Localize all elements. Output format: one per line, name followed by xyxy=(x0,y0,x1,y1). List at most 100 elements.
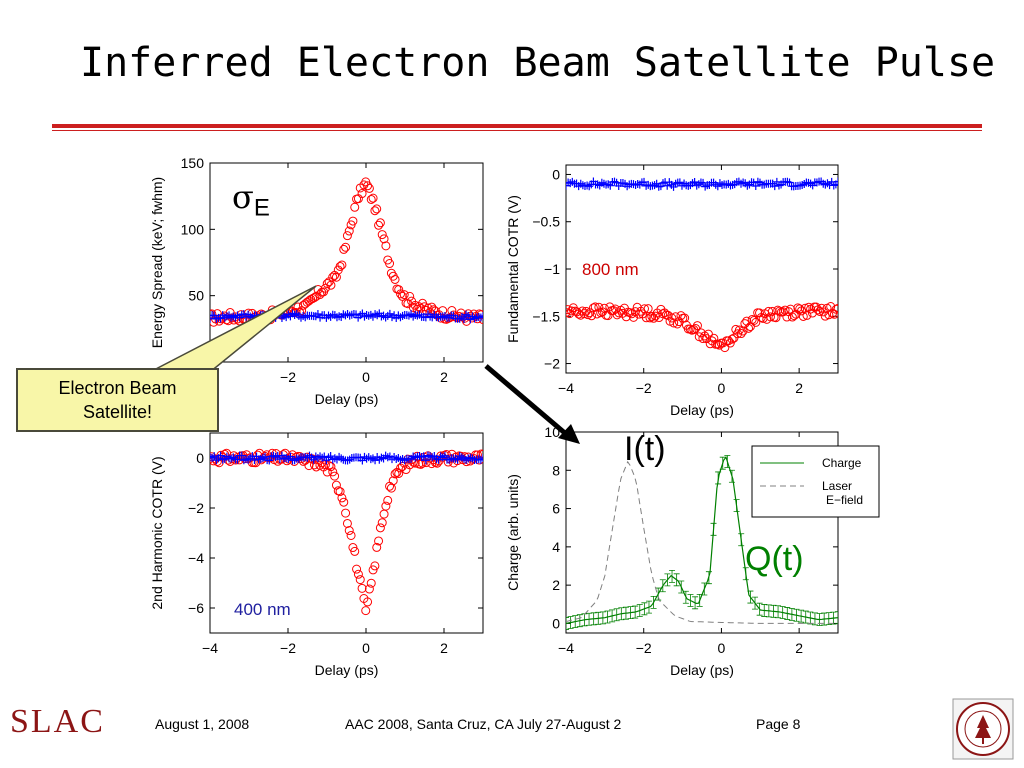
arrow-head xyxy=(558,424,580,444)
data-point-circle xyxy=(800,303,810,313)
y-tick-label: −1 xyxy=(544,261,560,277)
error-bar xyxy=(807,611,814,625)
error-bar xyxy=(724,455,731,468)
data-point-circle xyxy=(795,304,805,314)
y-axis-label: Fundamental COTR (V) xyxy=(505,195,521,343)
error-bar xyxy=(669,569,676,583)
error-bar xyxy=(798,609,805,623)
error-bar xyxy=(622,606,629,620)
plot-data xyxy=(566,177,838,353)
error-bar xyxy=(756,602,763,616)
y-axis-label: Charge (arb. units) xyxy=(505,474,521,591)
data-point-circle xyxy=(341,508,351,518)
data-point-circle xyxy=(355,575,365,585)
error-bar xyxy=(586,612,593,626)
data-point-circle xyxy=(364,584,374,594)
data-point-circle xyxy=(368,565,378,575)
data-point-plus xyxy=(237,451,246,460)
x-tick-label: 0 xyxy=(718,380,726,396)
error-bar xyxy=(590,612,597,626)
x-axis-label: Delay (ps) xyxy=(315,391,379,407)
error-bar xyxy=(618,607,625,621)
error-bar xyxy=(738,533,745,547)
error-bar xyxy=(784,607,791,620)
slide-title: Inferred Electron Beam Satellite Pulse xyxy=(80,40,996,86)
y-tick-label: −4 xyxy=(188,550,204,566)
data-point-circle xyxy=(297,306,307,316)
data-point-circle xyxy=(335,261,345,271)
data-point-plus xyxy=(751,182,760,191)
data-point-circle xyxy=(692,321,702,331)
data-point-circle xyxy=(308,454,318,464)
x-tick-label: 0 xyxy=(362,369,370,385)
footer-date: August 1, 2008 xyxy=(155,716,250,732)
data-point-circle xyxy=(361,606,371,616)
data-point-circle xyxy=(357,189,367,199)
data-point-circle xyxy=(639,304,649,314)
error-bar xyxy=(566,617,569,630)
error-bar xyxy=(696,593,703,607)
data-point-circle xyxy=(416,459,426,469)
data-point-circle xyxy=(566,305,573,315)
error-bar xyxy=(636,604,643,617)
y-tick-label: 2 xyxy=(552,577,560,593)
data-point-circle xyxy=(418,458,428,468)
y-tick-label: 8 xyxy=(552,462,560,478)
data-point-circle xyxy=(335,487,345,497)
error-bar xyxy=(687,594,694,607)
error-bar xyxy=(779,606,786,619)
x-tick-label: 0 xyxy=(718,640,726,656)
legend-label: Laser xyxy=(822,479,852,493)
data-point-circle xyxy=(590,302,600,312)
error-bar xyxy=(692,596,699,610)
y-tick-label: 0 xyxy=(552,166,560,182)
data-point-circle xyxy=(634,309,644,319)
university-seal-icon xyxy=(952,698,1014,760)
error-bar xyxy=(682,590,689,604)
data-point-circle xyxy=(374,220,384,230)
data-point-circle xyxy=(330,471,340,481)
data-point-circle xyxy=(326,462,336,472)
error-bar xyxy=(811,612,818,626)
error-bar xyxy=(576,614,583,628)
data-point-circle xyxy=(592,309,602,319)
data-point-circle xyxy=(672,319,682,329)
data-point-circle xyxy=(394,468,404,478)
x-tick-label: 2 xyxy=(795,380,803,396)
data-point-plus xyxy=(479,312,483,321)
data-point-circle xyxy=(370,561,380,571)
data-point-circle xyxy=(350,546,360,556)
error-bar xyxy=(793,608,800,622)
data-point-circle xyxy=(375,218,385,228)
callout-line2: Satellite! xyxy=(82,402,153,422)
data-point-circle xyxy=(344,226,354,236)
data-point-circle xyxy=(645,313,655,323)
data-point-circle xyxy=(341,242,351,252)
footer-page: Page 8 xyxy=(756,716,801,732)
wavelength-annotation: 400 nm xyxy=(234,600,291,619)
series-line-laser xyxy=(566,460,838,624)
x-axis-label: Delay (ps) xyxy=(670,662,734,678)
data-point-circle xyxy=(346,530,356,540)
error-bar xyxy=(604,610,611,624)
y-axis-label: Energy Spread (keV; fwhm) xyxy=(149,177,165,348)
error-bar xyxy=(830,611,837,625)
data-point-circle xyxy=(641,313,651,323)
data-point-circle xyxy=(372,204,382,214)
sigma-e-label: σE xyxy=(232,178,270,222)
arrow-line xyxy=(484,364,568,436)
plot-data xyxy=(210,448,483,616)
data-point-circle xyxy=(667,313,677,323)
data-point-circle xyxy=(405,291,415,301)
error-bar xyxy=(747,590,754,604)
data-point-circle xyxy=(339,244,349,254)
error-bar xyxy=(719,456,726,470)
data-point-circle xyxy=(363,181,373,191)
charge-label: Q(t) xyxy=(745,540,804,578)
error-bar xyxy=(659,579,666,593)
error-bar xyxy=(572,615,579,629)
data-point-circle xyxy=(357,583,367,593)
data-point-circle xyxy=(379,234,389,244)
data-point-circle xyxy=(374,536,384,546)
data-point-circle xyxy=(328,272,338,282)
